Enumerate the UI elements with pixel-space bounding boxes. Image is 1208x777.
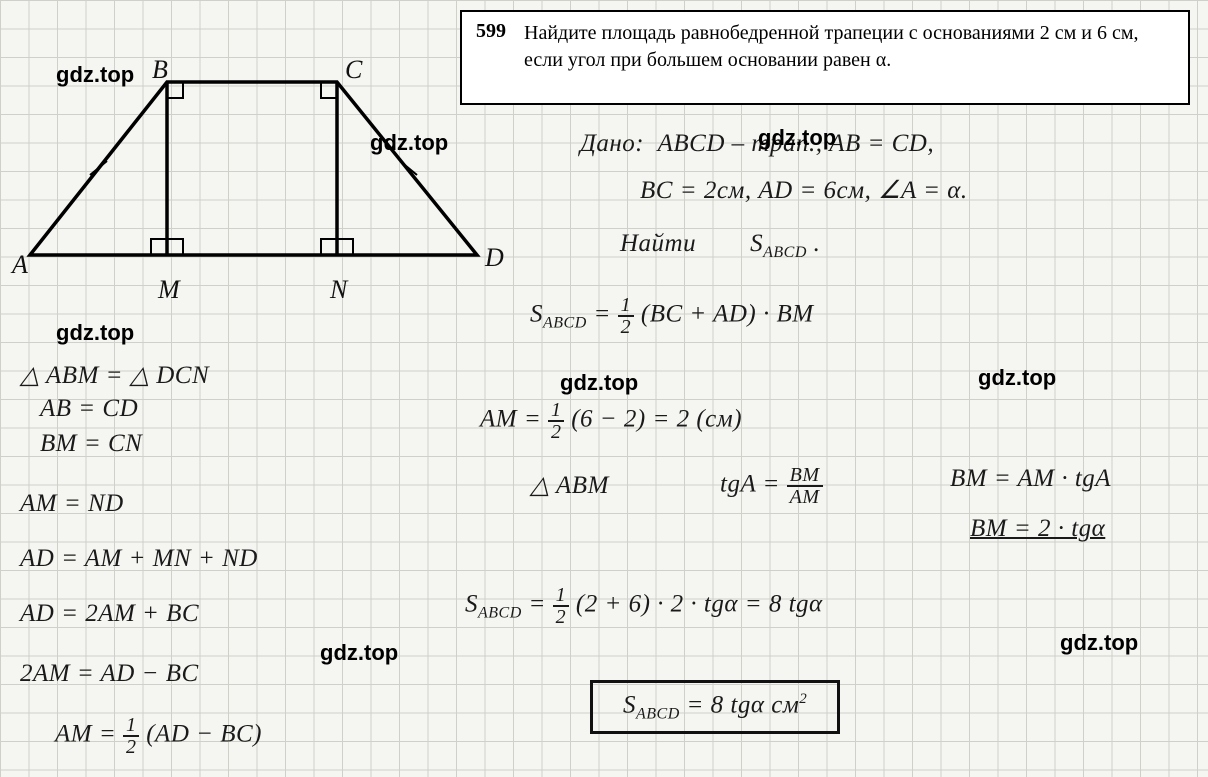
left-line-6: 2AM = AD − BC [20,660,199,688]
vertex-label-b: B [152,55,168,85]
vertex-label-c: C [345,55,362,85]
vertex-label-m: M [158,275,180,305]
vertex-label-n: N [330,275,347,305]
left-line-3: AM = ND [20,490,124,518]
vertex-label-d: D [485,243,504,273]
left-line-7: AM = 12 (AD − BC) [55,715,262,757]
problem-number: 599 [476,20,506,95]
given-line2: BC = 2см, AD = 6см, ∠A = α. [640,175,968,205]
bm-eq1: BM = AM · tgA [950,465,1111,493]
left-line-4: AD = AM + MN + ND [20,545,258,573]
watermark: gdz.top [320,640,398,666]
bm-eq2: BM = 2 · tgα [970,515,1105,543]
watermark: gdz.top [56,62,134,88]
watermark: gdz.top [1060,630,1138,656]
watermark: gdz.top [978,365,1056,391]
s-formula: SABCD = 12 (BC + AD) · BM [530,295,814,337]
trapezoid-diagram [10,60,500,310]
find-label: Найти SABCD . [620,230,820,262]
left-line-5: AD = 2AM + BC [20,600,199,628]
s-calc: SABCD = 12 (2 + 6) · 2 · tgα = 8 tgα [465,585,823,627]
left-line-2: BM = CN [40,430,142,458]
left-line-0: △ ABM = △ DCN [20,360,209,390]
problem-text: Найдите площадь равнобедренной трапеции … [524,20,1174,95]
am-calc: AM = 12 (6 − 2) = 2 (см) [480,400,742,442]
watermark: gdz.top [370,130,448,156]
answer-box: SABCD = 8 tgα см2 [590,680,840,734]
tg-equation: tgA = BMAM [720,465,823,507]
left-line-1: AB = CD [40,395,138,423]
triangle-abm: △ ABM [530,470,609,500]
vertex-label-a: A [12,250,28,280]
watermark: gdz.top [758,125,836,151]
problem-statement-box: 599 Найдите площадь равнобедренной трапе… [460,10,1190,105]
watermark: gdz.top [56,320,134,346]
watermark: gdz.top [560,370,638,396]
